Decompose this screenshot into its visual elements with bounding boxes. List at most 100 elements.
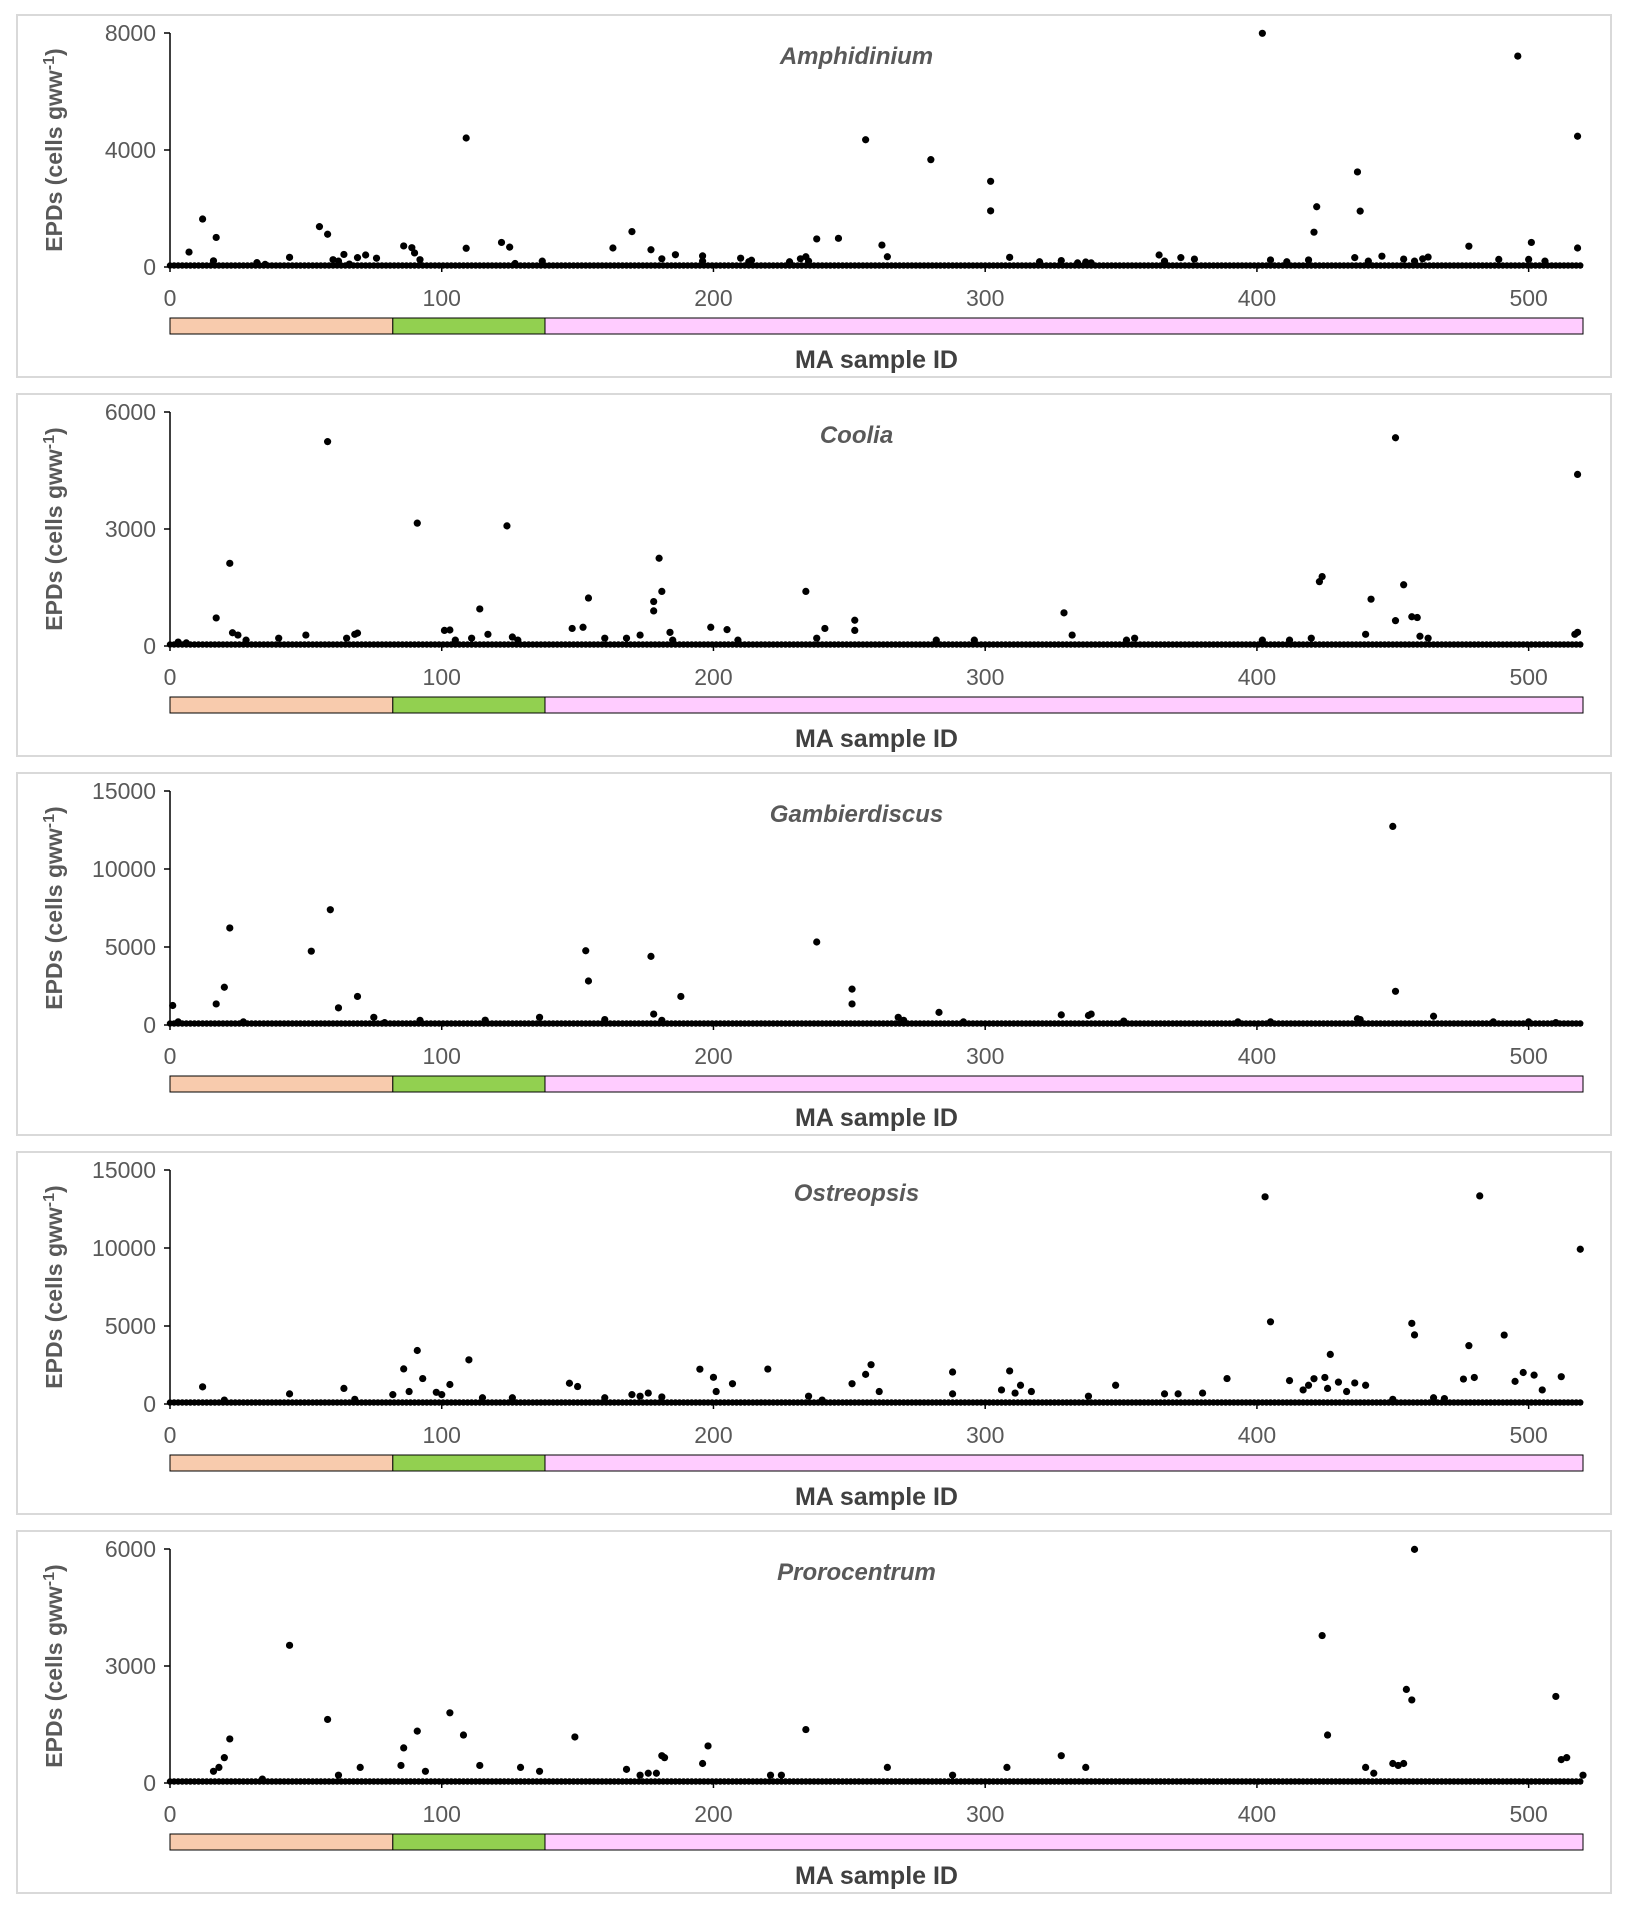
data-point — [1261, 1193, 1269, 1201]
baseline-point — [1577, 262, 1584, 269]
data-point — [650, 607, 658, 615]
y-tick-label: 4000 — [105, 137, 156, 163]
x-tick-label: 0 — [164, 664, 177, 690]
data-point — [481, 1016, 489, 1024]
data-point — [1391, 987, 1400, 995]
x-tick-label: 100 — [423, 285, 461, 311]
data-point — [220, 1754, 228, 1762]
data-point — [644, 1769, 652, 1777]
data-point — [658, 1016, 666, 1024]
data-point — [802, 1725, 810, 1734]
y-axis-label-close: ) — [41, 1185, 67, 1193]
data-point — [478, 1394, 487, 1402]
data-point — [655, 554, 663, 562]
data-point — [1266, 1018, 1275, 1026]
data-point — [1489, 1018, 1497, 1026]
data-point — [1416, 632, 1424, 640]
y-tick-label: 3000 — [105, 516, 156, 542]
x-tick-label: 200 — [694, 285, 732, 311]
y-tick-label: 6000 — [105, 1536, 156, 1562]
data-point — [1082, 258, 1090, 266]
data-point — [1573, 628, 1582, 636]
data-point — [669, 636, 677, 644]
data-point — [1410, 1331, 1419, 1339]
data-point — [1495, 255, 1503, 263]
x-tick-label: 400 — [1238, 285, 1276, 311]
data-point — [1326, 1350, 1334, 1358]
data-point — [1476, 1192, 1484, 1200]
data-point — [413, 1727, 421, 1735]
y-axis-label-superscript: -1 — [41, 435, 58, 449]
data-point — [1429, 1012, 1438, 1020]
data-point — [226, 1735, 234, 1743]
group-bar-segment-1 — [169, 1833, 394, 1851]
data-point — [1307, 634, 1315, 642]
data-point — [1362, 1381, 1370, 1389]
data-point — [1429, 1394, 1438, 1402]
data-point — [353, 629, 362, 637]
data-point — [1285, 636, 1294, 644]
data-point — [737, 254, 745, 262]
data-point — [647, 952, 655, 960]
group-bar-segment-3 — [544, 317, 1584, 335]
data-point — [1285, 1377, 1294, 1385]
baseline-point — [1577, 641, 1584, 648]
data-point — [329, 256, 337, 264]
data-point — [511, 259, 519, 268]
data-point — [508, 633, 516, 641]
data-point — [601, 1394, 609, 1402]
data-point — [571, 1733, 579, 1741]
data-point — [1190, 255, 1199, 263]
data-point — [212, 614, 220, 622]
data-point — [446, 1709, 454, 1717]
data-point — [1266, 256, 1275, 264]
data-point — [343, 634, 351, 642]
data-point — [1573, 244, 1582, 252]
data-point — [1310, 1375, 1318, 1383]
data-point — [1500, 1331, 1508, 1339]
data-point — [959, 1018, 968, 1026]
data-point — [1323, 1731, 1332, 1739]
data-point — [997, 1386, 1006, 1394]
x-tick-label: 100 — [423, 1043, 461, 1069]
data-point — [209, 257, 218, 265]
data-point — [601, 1015, 609, 1024]
data-point — [285, 253, 294, 261]
data-point — [1410, 1545, 1419, 1553]
data-point — [579, 623, 587, 631]
data-point — [1057, 256, 1065, 265]
chart-panel-gambierdiscus: 0 5000 10000 15000 0 100 200 300 400 500 Gambierdi… — [16, 772, 1612, 1136]
x-tick-label: 500 — [1509, 1422, 1547, 1448]
y-axis-label-close: ) — [41, 1564, 67, 1572]
chart-svg: 0 3000 6000 0 100 200 300 400 500 Prorocentrum EPD… — [41, 1536, 1587, 1890]
y-tick-label: 15000 — [92, 1157, 156, 1183]
data-point — [340, 250, 348, 259]
data-point — [307, 947, 315, 955]
data-point — [1283, 258, 1291, 266]
data-point — [1391, 434, 1400, 442]
group-bar-segment-2 — [392, 1075, 546, 1093]
data-point — [476, 1761, 484, 1770]
x-tick-label: 300 — [966, 285, 1004, 311]
data-point — [644, 1389, 652, 1397]
data-point — [169, 1001, 177, 1010]
data-point — [215, 1763, 223, 1771]
group-bar-segment-1 — [169, 1454, 394, 1472]
group-bar-segment-2 — [392, 1454, 546, 1472]
baseline-points — [166, 641, 1584, 648]
data-point — [1351, 1379, 1359, 1387]
chart-title: Coolia — [820, 422, 893, 449]
data-point — [1334, 1378, 1343, 1386]
data-point — [698, 252, 707, 260]
x-tick-label: 400 — [1238, 664, 1276, 690]
data-point — [948, 1368, 957, 1376]
y-tick-label: 0 — [143, 1391, 156, 1417]
y-tick-label: 0 — [143, 633, 156, 659]
data-point — [416, 256, 424, 264]
data-point — [508, 1394, 516, 1402]
data-point — [1299, 1386, 1307, 1394]
data-point — [1514, 52, 1522, 60]
data-point — [212, 233, 220, 242]
group-bar-segment-1 — [169, 696, 394, 714]
data-point — [345, 260, 353, 268]
